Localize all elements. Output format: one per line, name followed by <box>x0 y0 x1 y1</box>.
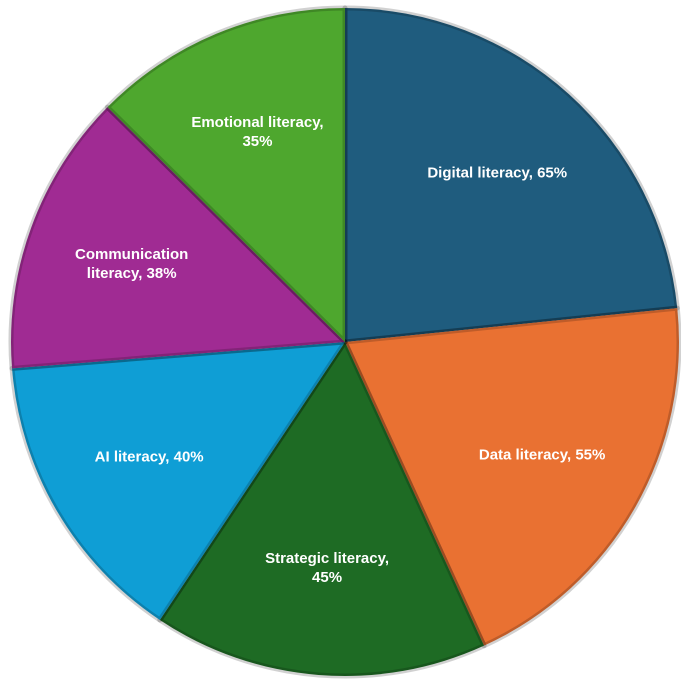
pie-slice <box>104 5 348 345</box>
pie-slice <box>342 305 681 649</box>
data-label: Emotional literacy, 35% <box>191 114 324 151</box>
pie-slice <box>8 104 348 371</box>
pie-slice <box>9 339 348 623</box>
data-label: AI literacy, 40% <box>94 448 204 466</box>
pie-slice <box>342 5 680 345</box>
data-label: Strategic literacy, 45% <box>265 550 390 587</box>
data-label: Communication literacy, 38% <box>75 246 189 283</box>
data-label: Data literacy, 55% <box>478 446 606 464</box>
data-label: Digital literacy, 65% <box>427 164 568 182</box>
pie-slice <box>157 339 487 679</box>
